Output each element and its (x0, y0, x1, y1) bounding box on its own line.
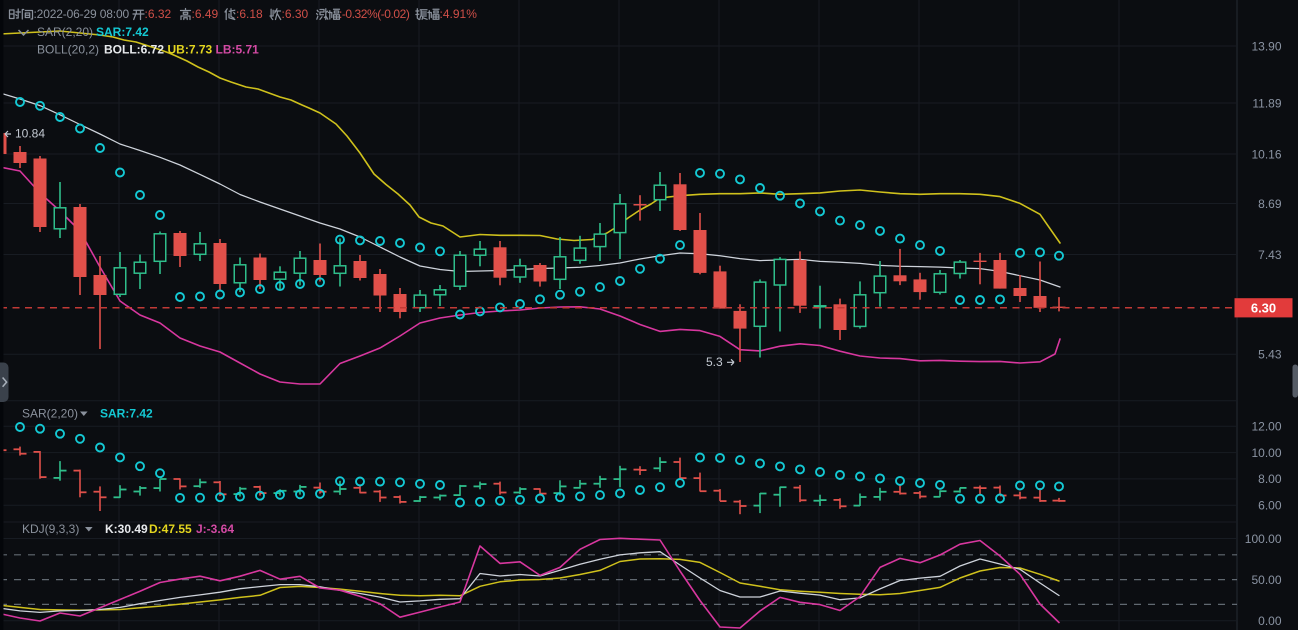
svg-text:10.00: 10.00 (1251, 446, 1281, 460)
svg-text:7.43: 7.43 (1258, 248, 1282, 262)
svg-text::6.49: :6.49 (192, 7, 219, 21)
svg-text:SAR(2,20): SAR(2,20) (22, 407, 78, 421)
svg-text:10.16: 10.16 (1251, 147, 1281, 161)
svg-text:UB:7.73: UB:7.73 (168, 43, 213, 57)
svg-text:12.00: 12.00 (1251, 420, 1281, 434)
svg-text::6.32: :6.32 (145, 7, 172, 21)
svg-text:LB:5.71: LB:5.71 (216, 43, 260, 57)
svg-text::6.30: :6.30 (282, 7, 309, 21)
svg-text:SAR:7.42: SAR:7.42 (100, 407, 153, 421)
svg-text:K:30.49: K:30.49 (105, 522, 148, 536)
svg-text:6.00: 6.00 (1258, 499, 1282, 513)
svg-text:6.30: 6.30 (1251, 301, 1276, 316)
svg-text:8.69: 8.69 (1258, 197, 1282, 211)
svg-text:8.00: 8.00 (1258, 472, 1282, 486)
svg-text::-0.32%(-0.02): :-0.32%(-0.02) (339, 7, 410, 21)
svg-text:BOLL:6.72: BOLL:6.72 (104, 43, 164, 57)
svg-text:5.43: 5.43 (1258, 348, 1282, 362)
svg-text:10.84: 10.84 (15, 126, 45, 140)
svg-text:J:-3.64: J:-3.64 (196, 522, 234, 536)
svg-text:0.00: 0.00 (1258, 614, 1282, 628)
svg-text::4.91%: :4.91% (440, 7, 478, 21)
svg-text:D:47.55: D:47.55 (149, 522, 192, 536)
svg-text:BOLL(20,2): BOLL(20,2) (37, 43, 99, 57)
svg-text::6.18: :6.18 (236, 7, 263, 21)
svg-text:5.3: 5.3 (706, 355, 723, 369)
svg-text:100.00: 100.00 (1245, 532, 1282, 546)
svg-text:50.00: 50.00 (1251, 573, 1281, 587)
svg-text:13.90: 13.90 (1251, 39, 1281, 53)
svg-text::2022-06-29 08:00: :2022-06-29 08:00 (34, 7, 130, 21)
svg-text:KDJ(9,3,3): KDJ(9,3,3) (22, 522, 79, 536)
svg-text:11.89: 11.89 (1252, 96, 1281, 110)
svg-text:SAR:7.42: SAR:7.42 (96, 25, 149, 39)
svg-text:SAR(2,20): SAR(2,20) (37, 25, 93, 39)
